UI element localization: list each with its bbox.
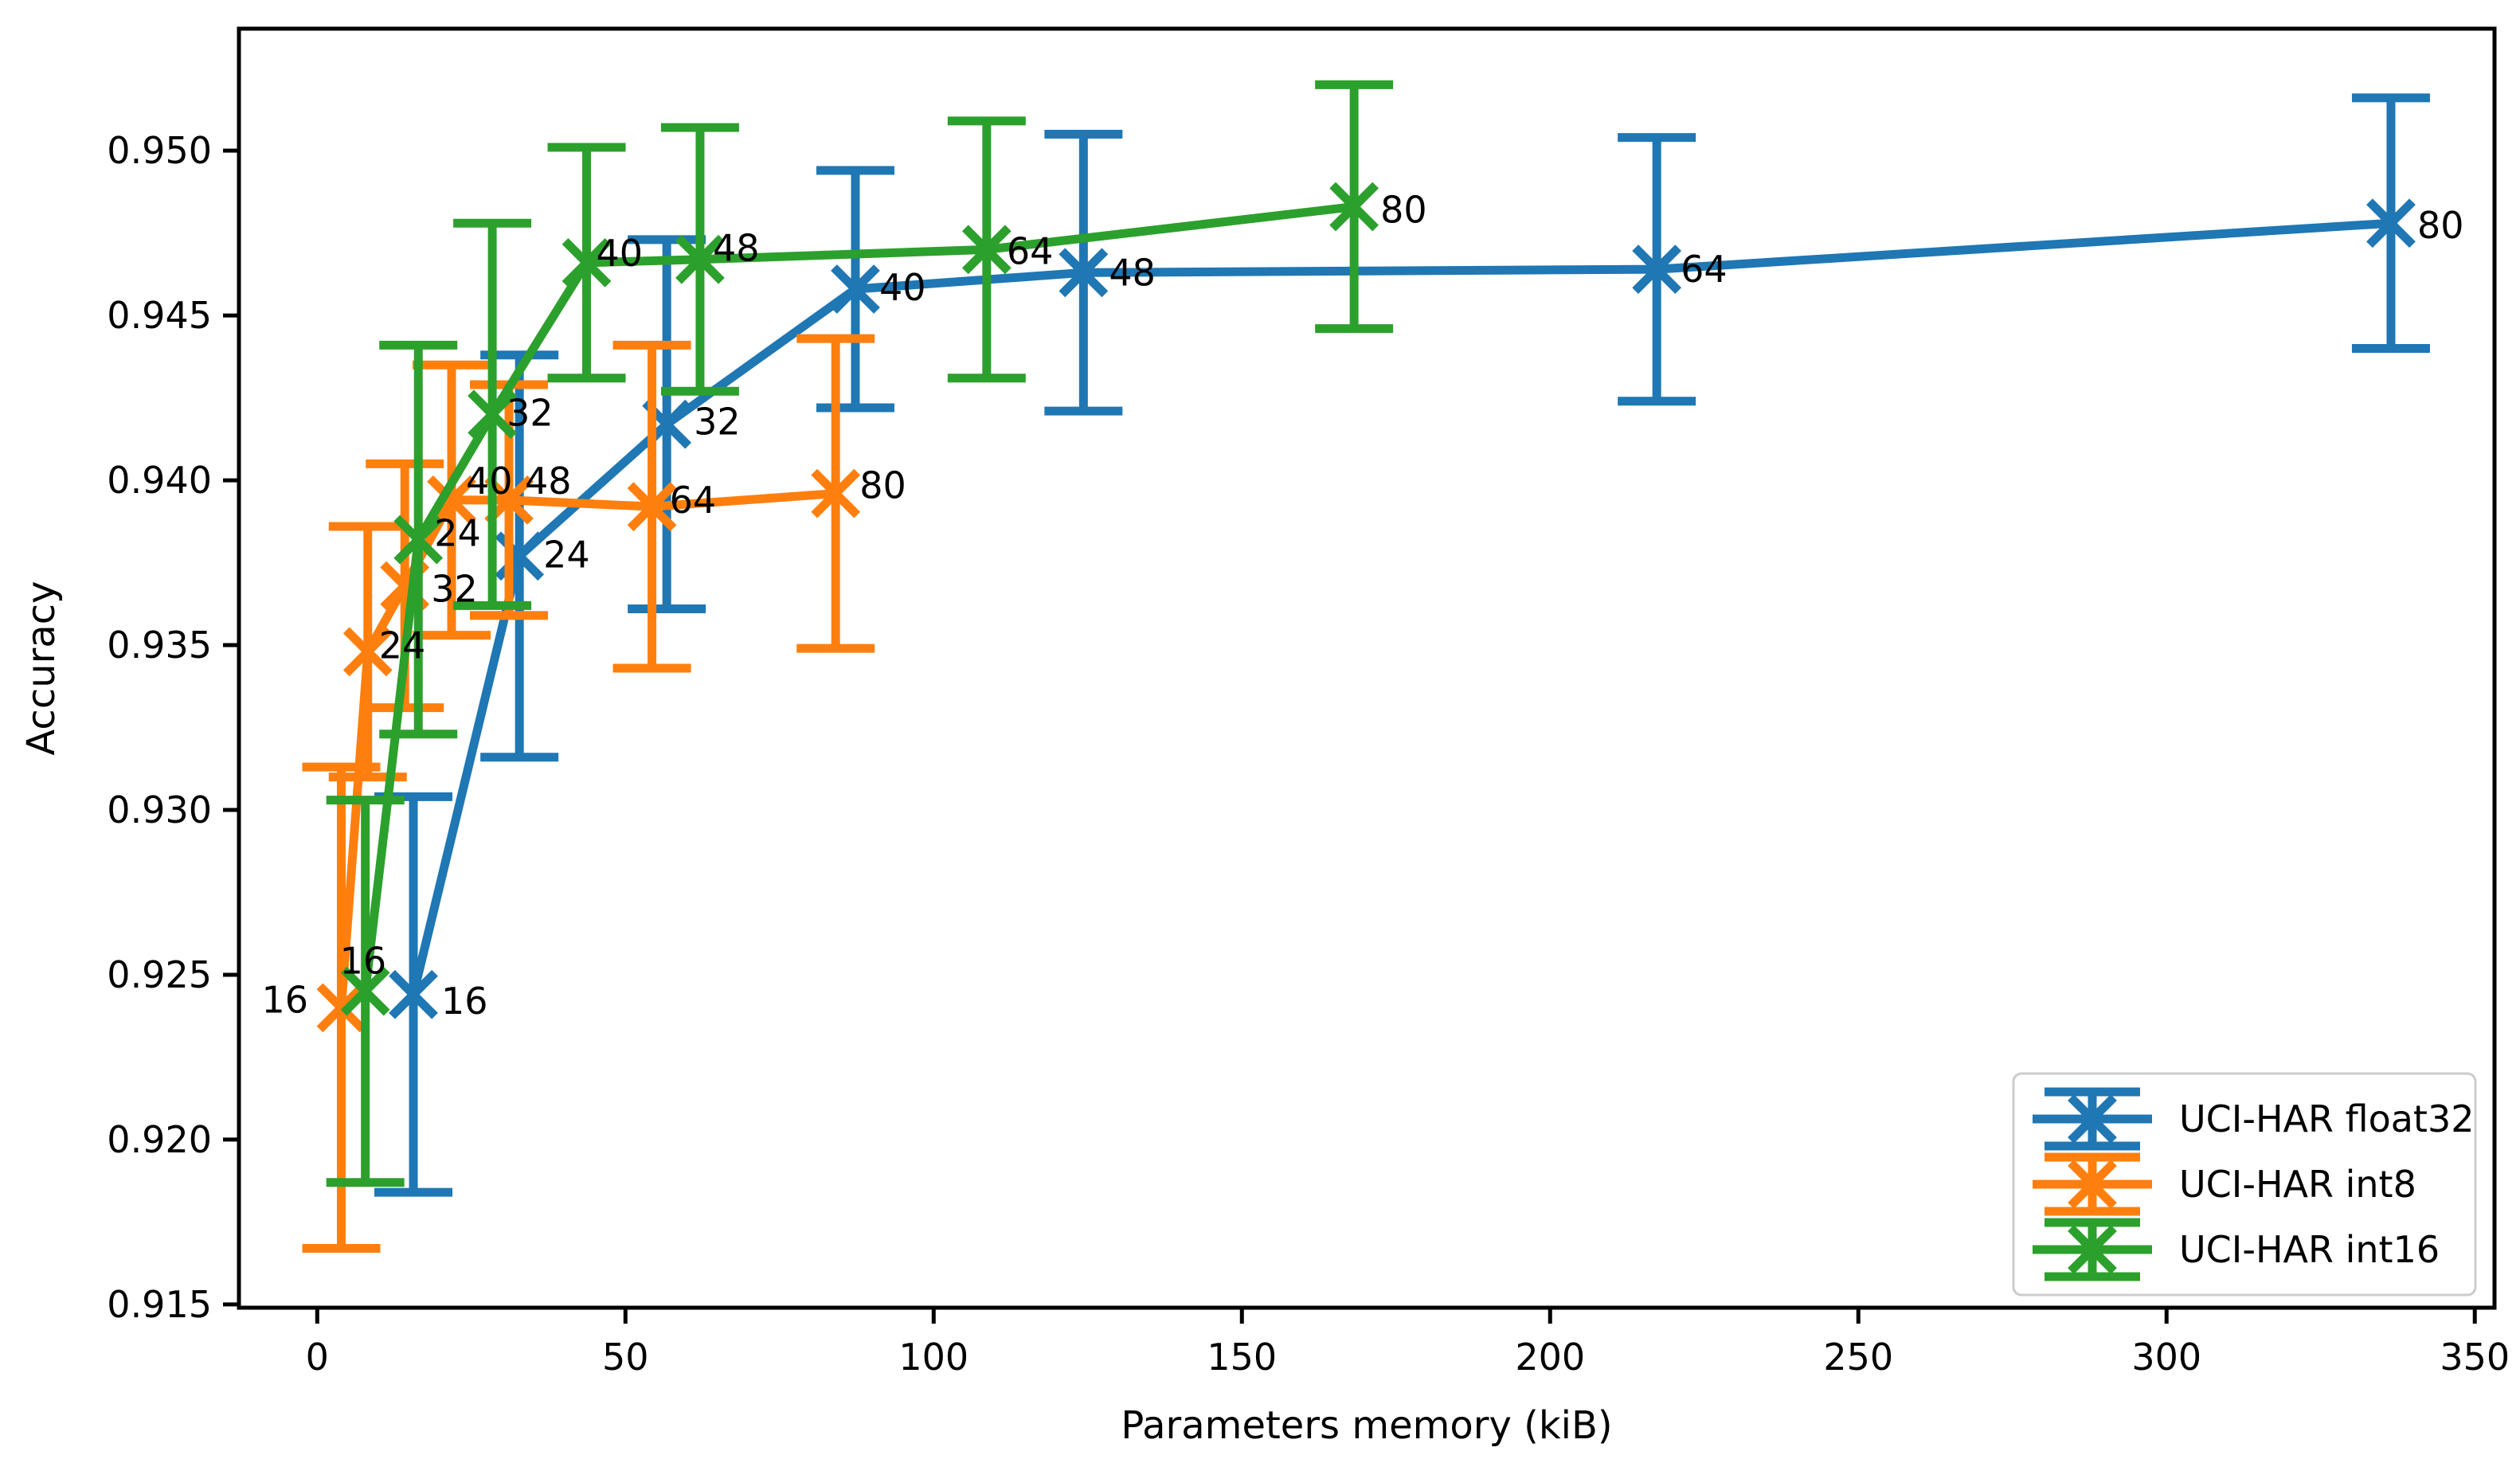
point-label: 24 (379, 624, 426, 667)
axes-box (237, 26, 2497, 1310)
point-label: 80 (859, 464, 906, 507)
marker-x (2366, 198, 2416, 248)
point-label: 64 (1681, 248, 1728, 291)
y-tick-label: 0.945 (107, 294, 212, 337)
y-tick-label: 0.915 (107, 1283, 212, 1326)
x-tick-label: 350 (2440, 1336, 2510, 1379)
legend-key-marker (2068, 1225, 2117, 1274)
point-label: 64 (1007, 229, 1054, 272)
point-label: 24 (434, 512, 481, 555)
marker-x (831, 264, 880, 314)
plot-area: 0 50 100 150 200 250 300 350 0.915 0.920 0.925 0.93… (107, 26, 2510, 1379)
legend-label-2: UCI-HAR int16 (2179, 1228, 2440, 1271)
marker-x (1632, 244, 1682, 295)
point-label: 32 (694, 401, 741, 444)
point-label: 16 (441, 980, 488, 1023)
y-axis-title: Accuracy (19, 581, 64, 755)
point-label: 16 (340, 940, 387, 983)
marker-x (1329, 182, 1379, 232)
series-line-0 (409, 218, 2392, 996)
marker-x (675, 234, 725, 284)
marker-x (468, 389, 517, 440)
y-tick-label: 0.925 (107, 953, 212, 996)
point-label: 40 (597, 232, 644, 275)
marker-x (811, 468, 861, 518)
marker-x (393, 514, 444, 565)
x-tick-label: 100 (898, 1336, 968, 1379)
point-label: 80 (1380, 189, 1427, 232)
point-label: 40 (466, 460, 513, 503)
point-label: 48 (525, 460, 572, 503)
point-label: 48 (1109, 251, 1156, 294)
point-label: 40 (879, 266, 926, 309)
point-label: 80 (2417, 204, 2464, 247)
point-label: 32 (507, 391, 554, 434)
y-tick-label: 0.950 (107, 129, 212, 172)
point-label: 64 (670, 479, 717, 522)
point-label: 48 (713, 227, 760, 270)
x-tick-label: 300 (2131, 1336, 2201, 1379)
y-tick-label: 0.935 (107, 624, 212, 667)
y-tick-label: 0.920 (107, 1118, 212, 1161)
point-label: 24 (543, 533, 590, 576)
marker-x (1058, 248, 1109, 298)
marker-x (316, 983, 366, 1033)
x-axis-title: Parameters memory (kiB) (1121, 1403, 1612, 1448)
marker-x (627, 482, 677, 532)
legend-label-0: UCI-HAR float32 (2179, 1097, 2474, 1140)
y-tick-label: 0.940 (107, 459, 212, 502)
marker-x (961, 225, 1012, 275)
legend-label-1: UCI-HAR int8 (2179, 1163, 2416, 1206)
legend (2012, 1072, 2477, 1297)
legend-key-marker (2068, 1094, 2117, 1144)
marker-x (342, 627, 393, 677)
marker-x (389, 969, 438, 1019)
point-label: 16 (261, 978, 308, 1021)
x-tick-label: 0 (306, 1336, 329, 1379)
x-tick-label: 250 (1823, 1336, 1893, 1379)
point-label: 32 (431, 568, 478, 611)
marker-x (340, 966, 390, 1016)
legend-key-marker (2068, 1160, 2117, 1209)
marker-x (562, 237, 612, 288)
y-tick-label: 0.930 (107, 788, 212, 831)
x-tick-label: 150 (1207, 1336, 1277, 1379)
x-tick-label: 50 (602, 1336, 649, 1379)
x-tick-label: 200 (1515, 1336, 1585, 1379)
